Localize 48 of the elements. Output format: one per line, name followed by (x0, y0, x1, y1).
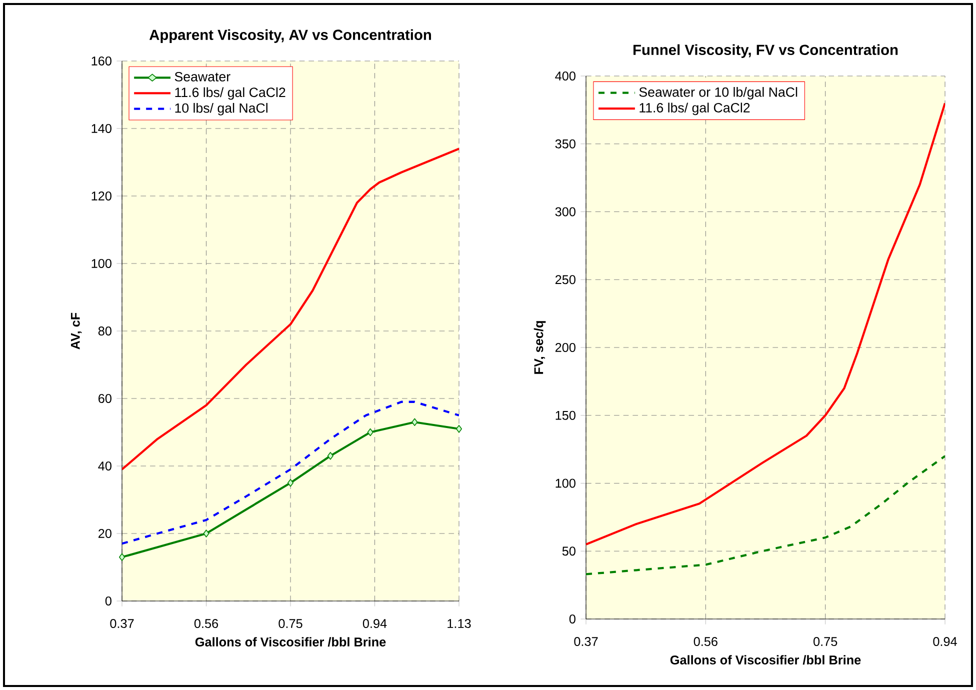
x-tick-label: 0.56 (694, 637, 718, 646)
x-axis-title: Gallons of Viscosifier /bbl Brine (195, 637, 386, 647)
legend-label: Seawater (174, 72, 230, 82)
x-tick-label: 0.75 (814, 637, 838, 646)
y-tick-label: 0 (105, 596, 112, 606)
y-tick-label: 100 (92, 259, 112, 268)
legend-label: 11.6 lbs/ gal CaCl2 (175, 87, 286, 100)
line-series (586, 455, 946, 576)
y-tick-label: 50 (562, 546, 576, 556)
x-tick-label: 0.75 (278, 619, 302, 628)
y-axis-title: FV, sec/q (534, 321, 546, 374)
y-tick-label: 250 (555, 275, 576, 284)
y-tick-label: 400 (555, 72, 576, 80)
y-tick-label: 160 (92, 56, 112, 66)
y-tick-label: 200 (555, 343, 576, 352)
x-tick-label: 0.94 (933, 637, 957, 646)
legend-label: 10 lbs/ gal NaCl (175, 102, 268, 116)
y-tick-label: 350 (555, 139, 576, 148)
point (456, 425, 462, 433)
y-tick-label: 140 (92, 124, 112, 133)
y-axis-title: AV, cF (70, 312, 82, 350)
x-tick-label: 0.56 (194, 619, 218, 628)
y-tick-label: 40 (98, 462, 112, 470)
x-tick-label: 1.13 (448, 619, 471, 628)
y-tick-label: 120 (92, 192, 112, 200)
legend-label: Seawater or 10 lb/gal NaCl (639, 87, 798, 100)
x-axis-title: Gallons of Viscosifier /bbl Brine (670, 655, 861, 665)
y-tick-label: 150 (556, 410, 576, 420)
y-tick-label: 100 (556, 478, 576, 488)
y-tick-label: 0 (569, 614, 576, 624)
point (412, 418, 418, 426)
legend-label: 11.6 lbs/ gal CaCl2 (640, 102, 750, 116)
point (288, 479, 294, 487)
point (119, 553, 125, 561)
y-tick-label: 60 (98, 394, 112, 403)
line-series (586, 102, 946, 546)
y-tick-label: 300 (555, 207, 576, 216)
point (203, 530, 210, 538)
chart-title: Funnel Viscosity, FV vs Concentration (634, 44, 898, 58)
x-tick-label: 0.37 (574, 637, 598, 646)
line-series (122, 400, 460, 545)
point (367, 428, 374, 436)
point (327, 452, 334, 460)
y-tick-label: 80 (98, 326, 112, 336)
y-tick-label: 20 (98, 529, 112, 538)
chart-title: Apparent Viscosity, AV vs Concentration (149, 29, 431, 43)
x-tick-label: 0.94 (362, 619, 387, 628)
x-tick-label: 0.37 (110, 619, 134, 628)
